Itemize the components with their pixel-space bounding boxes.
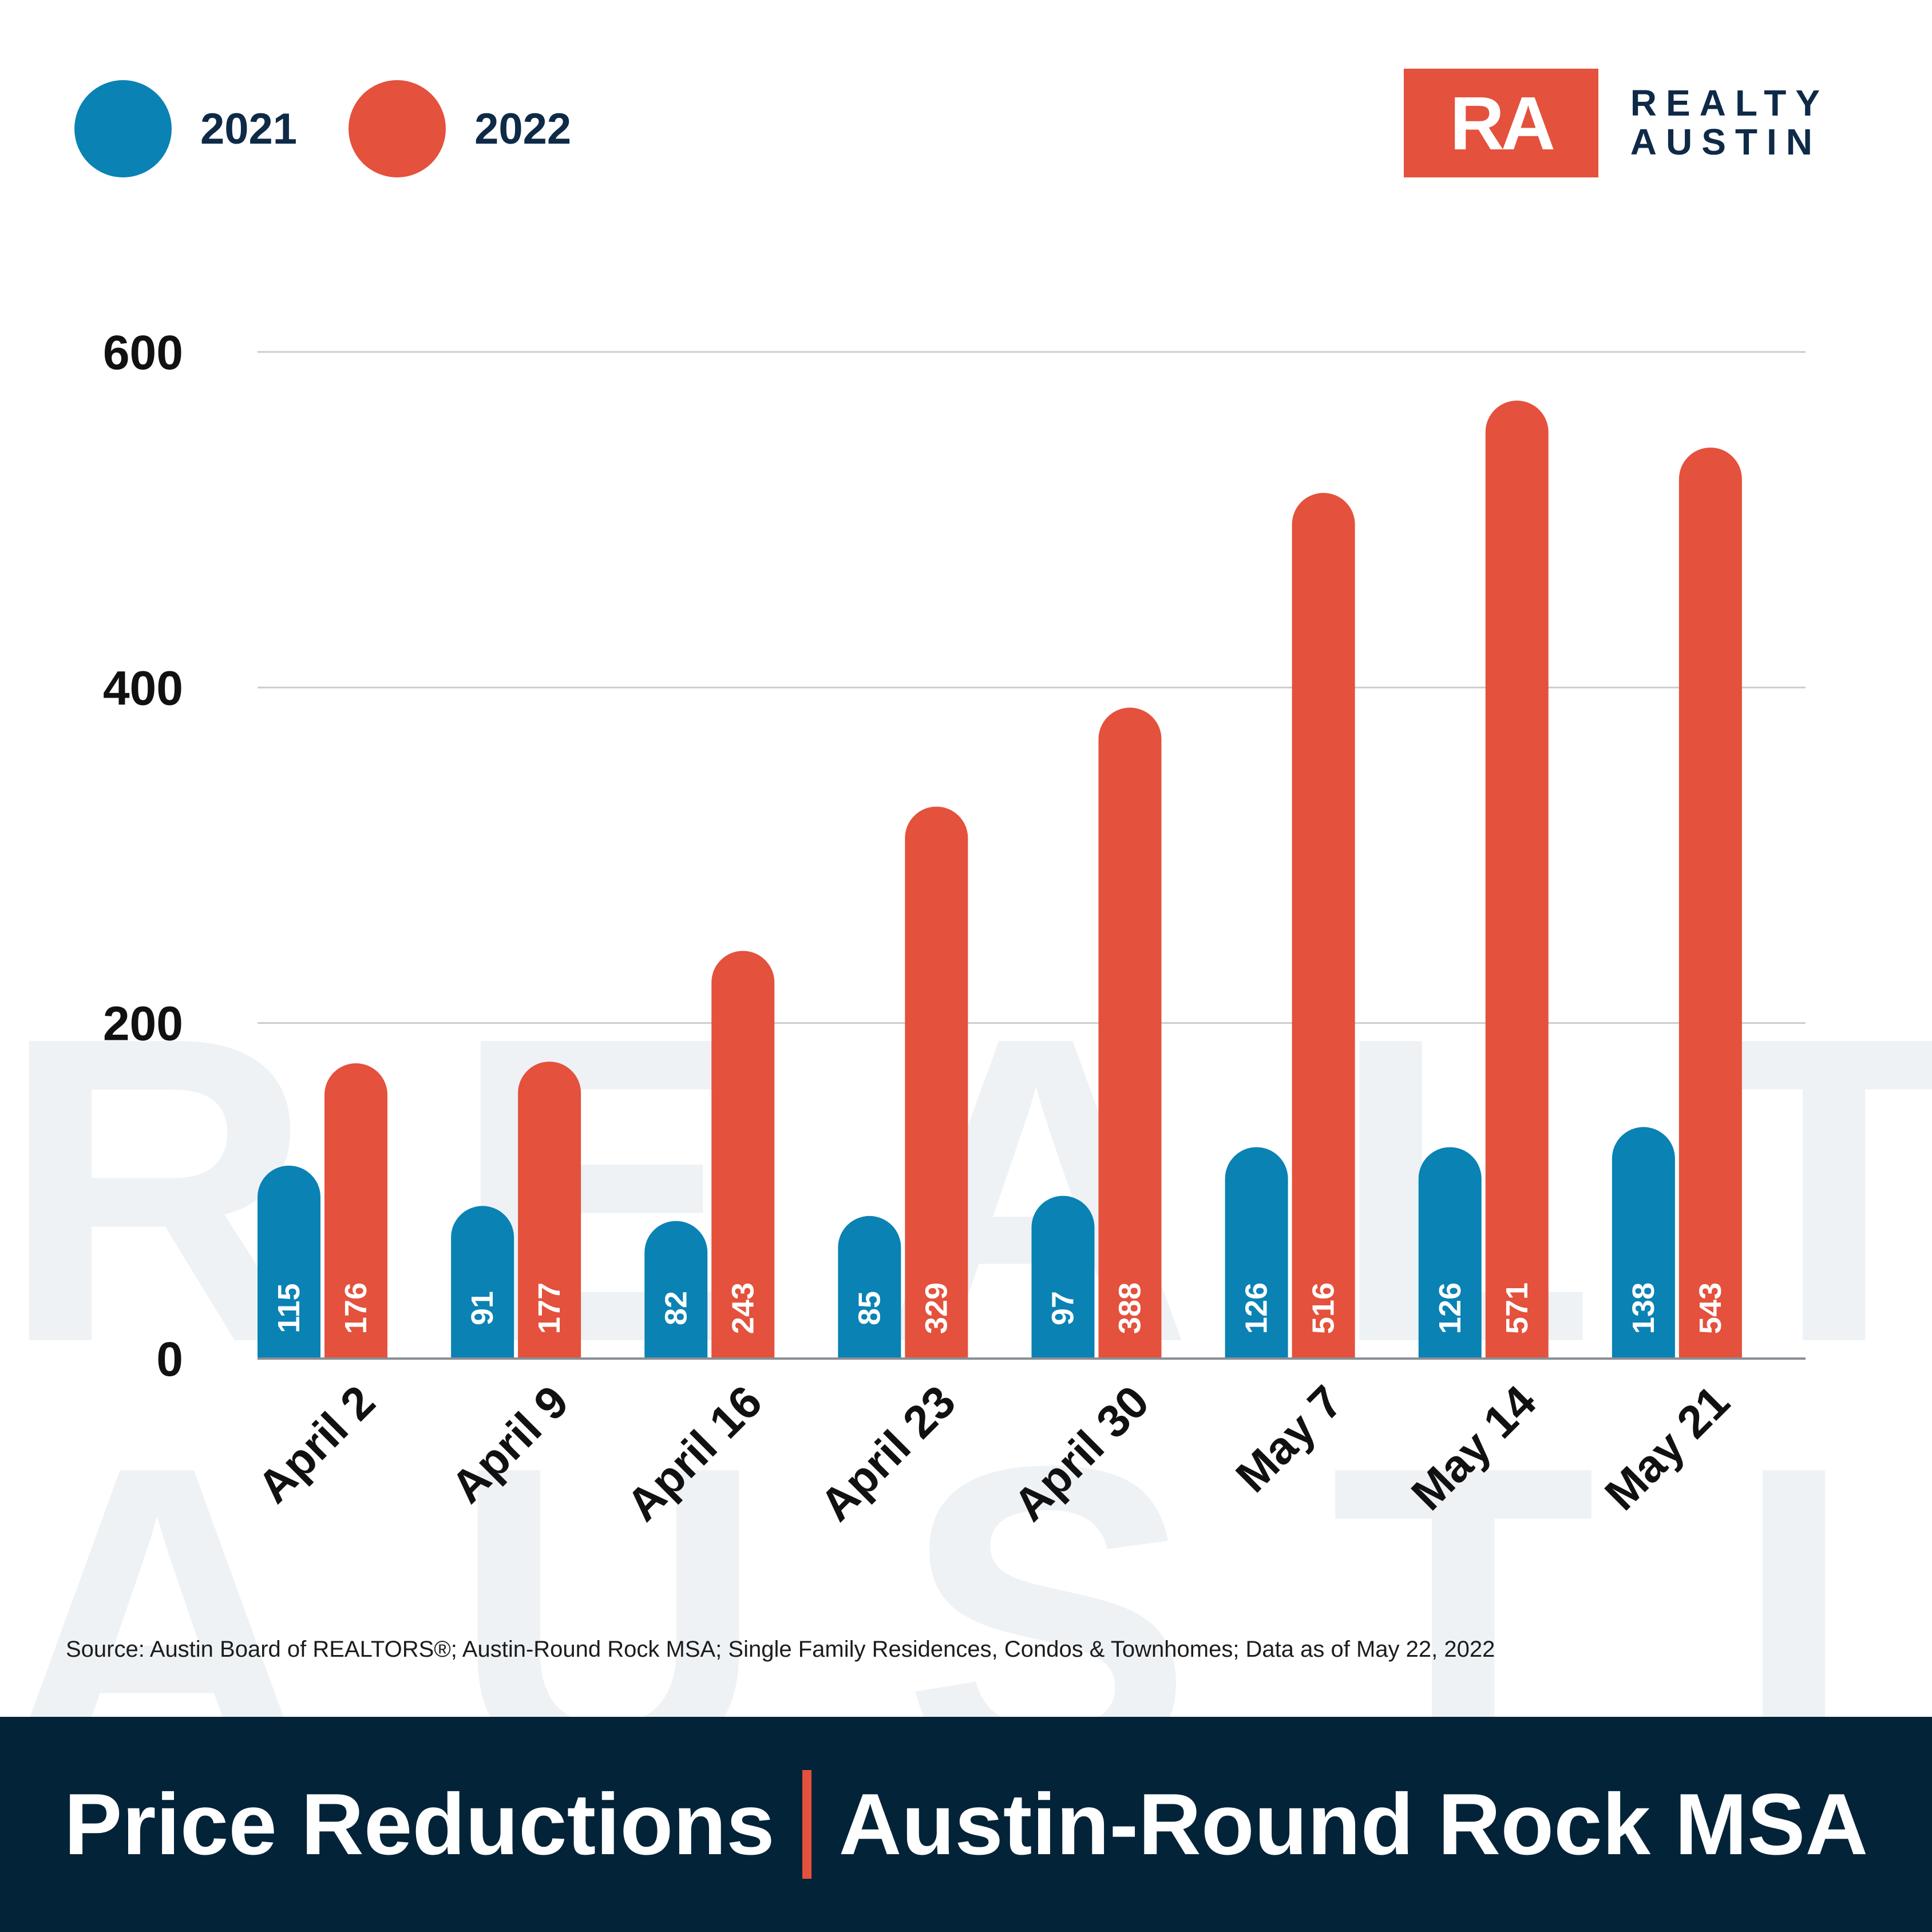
x-tick-label-1: April 9: [441, 1376, 578, 1513]
data-label-2022-2: 243: [726, 1282, 760, 1334]
footer-title: Price Reductions Austin-Round Rock MSA: [64, 1770, 1868, 1879]
legend-item-2022: 2022: [349, 80, 571, 177]
legend-dot-2022: [349, 80, 446, 177]
data-label-2021-2: 82: [659, 1291, 693, 1325]
bar-2022-6: [1485, 401, 1549, 1359]
logo-mark-text: RA: [1450, 81, 1555, 165]
x-tick-label-4: April 30: [1004, 1376, 1158, 1530]
data-label-2022-6: 571: [1500, 1282, 1534, 1334]
footer-title-left: Price Reductions: [64, 1775, 775, 1873]
x-tick-label-5: May 7: [1226, 1376, 1352, 1502]
y-tick-label-0: 0: [156, 1332, 183, 1386]
bar-2021-4: [1031, 1195, 1095, 1359]
footer-separator: [802, 1770, 811, 1879]
data-label-2022-4: 388: [1113, 1282, 1147, 1334]
logo-wordmark: REALTY AUSTIN: [1630, 84, 1829, 162]
bar-2022-5: [1292, 493, 1355, 1359]
realty-austin-logo: RA REALTY AUSTIN: [1403, 69, 1829, 177]
x-tick-label-3: April 23: [810, 1376, 965, 1530]
logo-word-austin: AUSTIN: [1630, 121, 1822, 163]
bar-2021-3: [838, 1216, 901, 1359]
legend-item-2021: 2021: [74, 80, 297, 177]
bar-2021-7: [1612, 1127, 1675, 1359]
x-tick-label-6: May 14: [1402, 1376, 1546, 1520]
bar-2022-3: [905, 806, 968, 1359]
bar-2021-2: [644, 1221, 708, 1359]
y-tick-label-400: 400: [103, 661, 183, 715]
bar-2022-7: [1678, 448, 1742, 1359]
bar-2021-5: [1225, 1147, 1288, 1359]
bar-2021-0: [258, 1165, 320, 1359]
data-label-2021-3: 85: [852, 1291, 886, 1325]
bar-2022-0: [324, 1063, 387, 1359]
data-label-2021-6: 126: [1433, 1282, 1467, 1334]
legend-label-2022: 2022: [474, 104, 572, 153]
x-tick-label-2: April 16: [617, 1376, 771, 1530]
legend-label-2021: 2021: [200, 104, 298, 153]
y-tick-label-600: 600: [103, 326, 183, 379]
footer-title-right: Austin-Round Rock MSA: [838, 1775, 1868, 1873]
data-label-2021-5: 126: [1240, 1282, 1274, 1334]
bar-chart: 0 200 400 600 115 176 April 2 91 177 April 9 82 243…: [103, 326, 1806, 1531]
legend: 2021 2022: [74, 80, 623, 177]
logo-mark: RA: [1403, 69, 1598, 177]
data-label-2021-7: 138: [1626, 1282, 1661, 1334]
data-label-2022-3: 329: [919, 1282, 953, 1334]
source-note: Source: Austin Board of REALTORS®; Austi…: [66, 1637, 1495, 1662]
data-label-2022-1: 177: [532, 1282, 567, 1334]
legend-dot-2021: [74, 80, 172, 177]
bar-2022-2: [711, 951, 775, 1359]
bar-2022-1: [518, 1062, 581, 1359]
footer-banner: Price Reductions Austin-Round Rock MSA: [0, 1717, 1932, 1932]
data-label-2021-4: 97: [1046, 1291, 1080, 1325]
x-tick-label-7: May 21: [1595, 1376, 1739, 1520]
data-label-2022-7: 543: [1693, 1282, 1728, 1334]
bar-2022-4: [1098, 707, 1162, 1359]
data-label-2022-0: 176: [339, 1282, 373, 1334]
data-label-2022-5: 516: [1307, 1282, 1341, 1334]
bar-2021-1: [451, 1206, 514, 1359]
data-label-2021-0: 115: [272, 1283, 306, 1333]
x-tick-label-0: April 2: [248, 1376, 385, 1513]
data-label-2021-1: 91: [465, 1291, 500, 1325]
y-tick-label-200: 200: [103, 997, 183, 1051]
logo-word-realty: REALTY: [1630, 82, 1829, 124]
bar-2021-6: [1418, 1147, 1482, 1359]
